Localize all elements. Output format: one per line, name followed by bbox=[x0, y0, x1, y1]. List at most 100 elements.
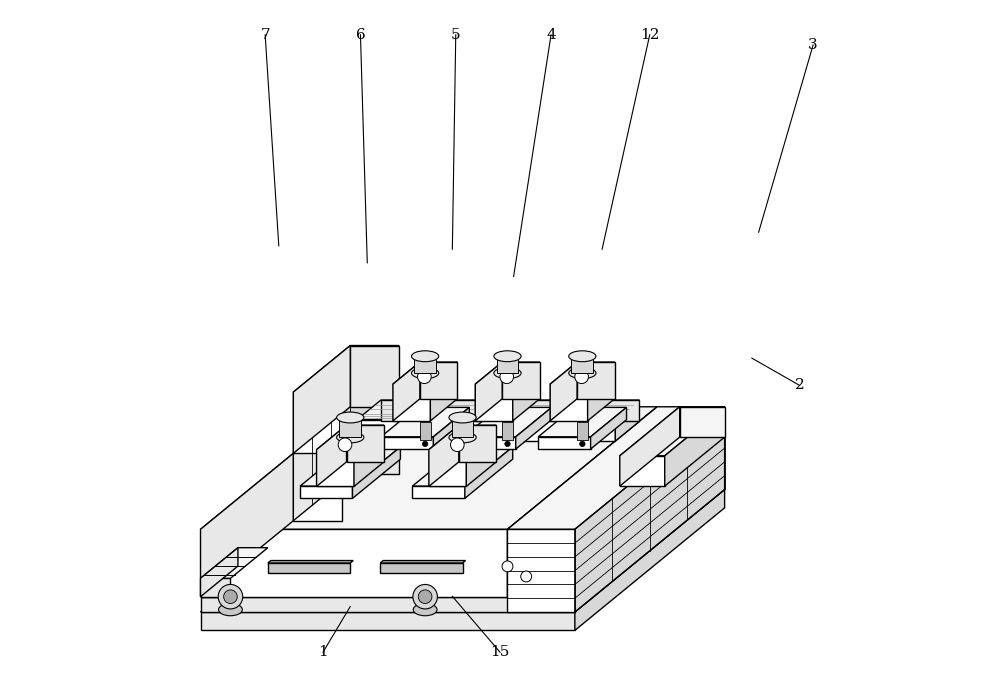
Polygon shape bbox=[680, 407, 725, 437]
Ellipse shape bbox=[449, 412, 476, 423]
Polygon shape bbox=[357, 400, 639, 420]
Polygon shape bbox=[293, 407, 350, 521]
Polygon shape bbox=[350, 407, 399, 474]
Ellipse shape bbox=[219, 604, 242, 616]
Polygon shape bbox=[357, 420, 615, 441]
Polygon shape bbox=[317, 450, 354, 486]
Polygon shape bbox=[507, 407, 725, 529]
Polygon shape bbox=[575, 489, 725, 630]
Polygon shape bbox=[414, 356, 436, 373]
Polygon shape bbox=[350, 345, 399, 407]
Ellipse shape bbox=[337, 412, 364, 423]
Polygon shape bbox=[293, 392, 342, 453]
Polygon shape bbox=[300, 447, 400, 486]
Polygon shape bbox=[201, 548, 238, 597]
Polygon shape bbox=[317, 425, 347, 486]
Text: 6: 6 bbox=[356, 28, 365, 42]
Polygon shape bbox=[516, 407, 552, 449]
Polygon shape bbox=[513, 362, 540, 421]
Polygon shape bbox=[201, 407, 350, 597]
Polygon shape bbox=[620, 407, 725, 456]
Polygon shape bbox=[577, 422, 588, 440]
Polygon shape bbox=[429, 425, 459, 486]
Polygon shape bbox=[497, 356, 518, 373]
Polygon shape bbox=[507, 407, 657, 597]
Text: 7: 7 bbox=[260, 28, 270, 42]
Polygon shape bbox=[201, 529, 507, 597]
Circle shape bbox=[580, 441, 585, 446]
Polygon shape bbox=[538, 407, 627, 437]
Circle shape bbox=[418, 370, 431, 384]
Polygon shape bbox=[502, 362, 540, 399]
Polygon shape bbox=[201, 612, 575, 630]
Polygon shape bbox=[393, 384, 430, 421]
Polygon shape bbox=[665, 407, 725, 486]
Polygon shape bbox=[293, 345, 399, 392]
Polygon shape bbox=[293, 453, 342, 521]
Circle shape bbox=[502, 561, 513, 572]
Text: 15: 15 bbox=[490, 645, 510, 659]
Polygon shape bbox=[201, 474, 725, 597]
Polygon shape bbox=[465, 447, 513, 498]
Polygon shape bbox=[550, 362, 615, 384]
Polygon shape bbox=[550, 384, 588, 421]
Polygon shape bbox=[463, 407, 552, 437]
Text: 2: 2 bbox=[795, 378, 804, 392]
Polygon shape bbox=[342, 345, 399, 453]
Polygon shape bbox=[571, 356, 593, 373]
Circle shape bbox=[413, 584, 437, 609]
Text: 1: 1 bbox=[318, 645, 328, 659]
Polygon shape bbox=[354, 425, 384, 486]
Polygon shape bbox=[339, 418, 361, 438]
Polygon shape bbox=[538, 437, 591, 449]
Circle shape bbox=[218, 584, 243, 609]
Polygon shape bbox=[429, 425, 496, 450]
Polygon shape bbox=[347, 425, 384, 462]
Polygon shape bbox=[575, 407, 725, 612]
Circle shape bbox=[505, 441, 510, 446]
Polygon shape bbox=[201, 489, 725, 612]
Polygon shape bbox=[412, 486, 465, 498]
Polygon shape bbox=[268, 563, 350, 573]
Polygon shape bbox=[577, 362, 615, 399]
Text: 5: 5 bbox=[451, 28, 461, 42]
Polygon shape bbox=[620, 407, 680, 486]
Polygon shape bbox=[420, 422, 431, 440]
Polygon shape bbox=[433, 407, 469, 449]
Polygon shape bbox=[293, 345, 350, 453]
Circle shape bbox=[422, 441, 428, 446]
Polygon shape bbox=[201, 597, 575, 612]
Polygon shape bbox=[475, 384, 513, 421]
Text: 3: 3 bbox=[808, 38, 818, 52]
Polygon shape bbox=[201, 407, 657, 529]
Polygon shape bbox=[502, 422, 513, 440]
Polygon shape bbox=[475, 362, 502, 421]
Ellipse shape bbox=[412, 351, 439, 362]
Polygon shape bbox=[381, 400, 639, 422]
Polygon shape bbox=[575, 474, 725, 612]
Polygon shape bbox=[201, 578, 230, 597]
Polygon shape bbox=[268, 561, 353, 563]
Polygon shape bbox=[293, 407, 399, 453]
Polygon shape bbox=[381, 437, 433, 449]
Polygon shape bbox=[412, 447, 513, 486]
Ellipse shape bbox=[569, 351, 596, 362]
Circle shape bbox=[338, 438, 352, 451]
Circle shape bbox=[224, 590, 237, 604]
Polygon shape bbox=[507, 529, 575, 612]
Polygon shape bbox=[317, 425, 384, 450]
Polygon shape bbox=[466, 425, 496, 486]
Text: 4: 4 bbox=[546, 28, 556, 42]
Polygon shape bbox=[420, 362, 457, 399]
Polygon shape bbox=[300, 486, 352, 498]
Polygon shape bbox=[452, 418, 473, 438]
Polygon shape bbox=[588, 362, 615, 421]
Polygon shape bbox=[201, 548, 268, 578]
Polygon shape bbox=[550, 362, 577, 421]
Circle shape bbox=[521, 571, 532, 582]
Polygon shape bbox=[591, 407, 627, 449]
Polygon shape bbox=[393, 362, 420, 421]
Polygon shape bbox=[352, 447, 400, 498]
Polygon shape bbox=[475, 362, 540, 384]
Polygon shape bbox=[393, 362, 457, 384]
